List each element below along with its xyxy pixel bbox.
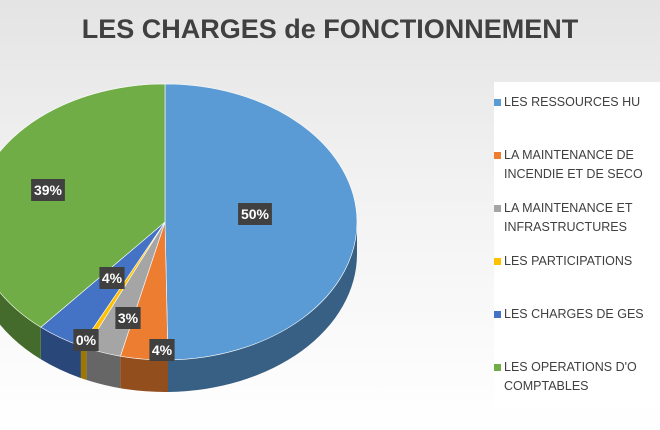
data-label-box (31, 179, 65, 201)
legend-label: LA MAINTENANCE ET INFRASTRUCTURES (504, 201, 633, 234)
pie-slice-side-les-operations-d-o (0, 292, 41, 360)
pie-slice-side-les-participations (80, 346, 87, 380)
data-label-box (149, 339, 175, 361)
legend-swatch (494, 205, 501, 212)
data-label: 50% (241, 206, 270, 222)
chart-title: LES CHARGES de FONCTIONNEMENT (81, 14, 579, 44)
legend-swatch (494, 258, 501, 265)
legend-item-les-ressources-hu: LES RESSOURCES HU (494, 93, 660, 112)
legend-label: LES OPERATIONS D'O COMPTABLES (504, 360, 637, 393)
data-label: 0% (76, 332, 97, 348)
legend-label: LES CHARGES DE GES (504, 307, 644, 321)
legend-swatch (494, 311, 501, 318)
legend-item-la-maintenance-de: LA MAINTENANCE DE INCENDIE ET DE SECO (494, 146, 660, 184)
legend-swatch (494, 364, 501, 371)
pie-slice-side-les-charges-de-ges (40, 327, 81, 379)
legend-item-les-operations-d-o: LES OPERATIONS D'O COMPTABLES (494, 358, 660, 396)
data-label: 4% (152, 342, 173, 358)
legend-item-les-participations: LES PARTICIPATIONS (494, 252, 660, 271)
legend-item-les-charges-de-ges: LES CHARGES DE GES (494, 305, 660, 324)
data-label-box (238, 203, 272, 225)
data-label: 3% (118, 310, 139, 326)
pie-slice-side-les-ressources-hu (168, 222, 357, 392)
legend: LES RESSOURCES HU LA MAINTENANCE DE INCEN… (494, 82, 660, 408)
data-label: 39% (34, 182, 63, 198)
data-label-box (73, 329, 99, 351)
legend-item-la-maintenance-et: LA MAINTENANCE ET INFRASTRUCTURES (494, 199, 660, 237)
pie-slice-side-la-maintenance-de (120, 356, 169, 392)
data-label-box (115, 307, 141, 329)
legend-label: LA MAINTENANCE DE INCENDIE ET DE SECO (504, 148, 643, 181)
legend-swatch (494, 152, 501, 159)
pie-chart: 50% 4% 3% 0% 4% 39% (0, 83, 358, 392)
data-label: 4% (102, 270, 123, 286)
legend-label: LES RESSOURCES HU (504, 95, 641, 109)
legend-label: LES PARTICIPATIONS (504, 254, 633, 268)
pie-slice-side-la-maintenance-et (86, 347, 121, 389)
data-label-box (99, 267, 125, 289)
legend-swatch (494, 99, 501, 106)
pie-slice-les-operations-d-o[interactable] (0, 83, 166, 328)
